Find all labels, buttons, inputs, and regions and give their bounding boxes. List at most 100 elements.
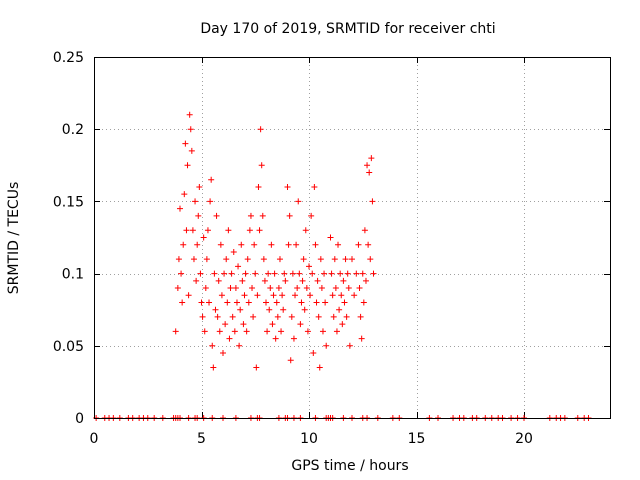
data-point — [312, 241, 319, 248]
data-point — [355, 241, 362, 248]
data-point — [302, 227, 309, 234]
data-point — [327, 234, 334, 241]
data-point — [239, 277, 246, 284]
y-tick-labels: 0 0.05 0.1 0.15 0.2 0.25 — [53, 50, 84, 427]
data-point — [216, 328, 223, 335]
data-point — [198, 299, 205, 306]
data-point — [344, 270, 351, 277]
data-point — [252, 270, 259, 277]
data-point — [218, 292, 225, 299]
data-point — [195, 212, 202, 219]
data-point — [183, 227, 190, 234]
data-point — [223, 256, 230, 263]
plot-frame — [94, 57, 611, 419]
data-point — [200, 234, 207, 241]
data-point — [179, 299, 186, 306]
data-point — [235, 263, 242, 270]
data-point — [243, 328, 250, 335]
data-point — [360, 299, 367, 306]
data-point — [285, 241, 292, 248]
data-point — [208, 176, 215, 183]
data-point — [339, 321, 346, 328]
data-point — [323, 342, 330, 349]
data-point — [297, 321, 304, 328]
data-point — [270, 292, 277, 299]
data-point — [293, 241, 300, 248]
data-point — [349, 256, 355, 263]
data-point — [224, 299, 231, 306]
data-point — [180, 241, 187, 248]
data-point — [246, 227, 253, 234]
y-tick-label: 0 — [75, 411, 84, 427]
data-point — [184, 162, 191, 169]
data-point — [187, 126, 194, 133]
axis-ticks — [94, 57, 610, 419]
data-point — [236, 342, 243, 349]
data-point — [289, 270, 296, 277]
data-point — [309, 270, 316, 277]
data-point — [185, 292, 192, 299]
data-point — [272, 335, 279, 342]
data-point — [301, 306, 308, 313]
data-point — [366, 169, 373, 176]
data-point — [182, 140, 189, 147]
data-point — [261, 277, 268, 284]
data-point — [299, 277, 306, 284]
data-point — [247, 212, 254, 219]
data-point — [358, 335, 365, 342]
data-point — [258, 162, 265, 169]
data-point — [178, 270, 185, 277]
data-point — [203, 256, 210, 263]
data-point — [228, 270, 235, 277]
data-point — [188, 147, 195, 154]
data-point — [345, 285, 352, 292]
data-point — [288, 313, 295, 320]
data-point — [225, 227, 232, 234]
chart-title: Day 170 of 2019, SRMTID for receiver cht… — [200, 21, 495, 37]
y-tick-label: 0.05 — [53, 339, 84, 355]
x-tick-label: 0 — [90, 431, 99, 447]
data-point — [306, 263, 312, 270]
data-point — [266, 306, 273, 313]
data-point — [268, 241, 275, 248]
data-point — [286, 212, 293, 219]
data-point — [213, 212, 220, 219]
data-point — [245, 299, 252, 306]
data-point — [295, 198, 302, 205]
data-point — [238, 241, 245, 248]
data-point — [254, 292, 261, 299]
x-tick-label: 15 — [408, 431, 426, 447]
data-point — [232, 285, 239, 292]
grid — [94, 57, 610, 418]
data-point — [281, 270, 288, 277]
data-point — [303, 285, 310, 292]
data-point — [194, 241, 201, 248]
data-point — [333, 328, 340, 335]
data-point — [332, 285, 339, 292]
data-point — [204, 227, 211, 234]
data-point — [319, 328, 326, 335]
data-point — [307, 292, 314, 299]
data-point — [197, 270, 204, 277]
data-point — [230, 248, 237, 255]
data-point — [221, 270, 228, 277]
data-point — [250, 313, 257, 320]
data-point — [298, 299, 305, 306]
x-axis-label: GPS time / hours — [291, 458, 408, 474]
data-point — [340, 277, 347, 284]
data-point — [196, 183, 203, 190]
data-point — [251, 241, 258, 248]
data-point — [244, 256, 251, 263]
data-point — [279, 292, 286, 299]
data-point — [296, 270, 303, 277]
data-point — [278, 328, 285, 335]
data-point — [343, 313, 350, 320]
data-point — [353, 270, 360, 277]
y-tick-label: 0.2 — [62, 122, 84, 138]
data-point — [338, 292, 345, 299]
data-point — [336, 306, 343, 313]
data-point — [241, 292, 248, 299]
data-point — [317, 256, 324, 263]
data-point — [190, 256, 197, 263]
data-point — [172, 328, 179, 335]
